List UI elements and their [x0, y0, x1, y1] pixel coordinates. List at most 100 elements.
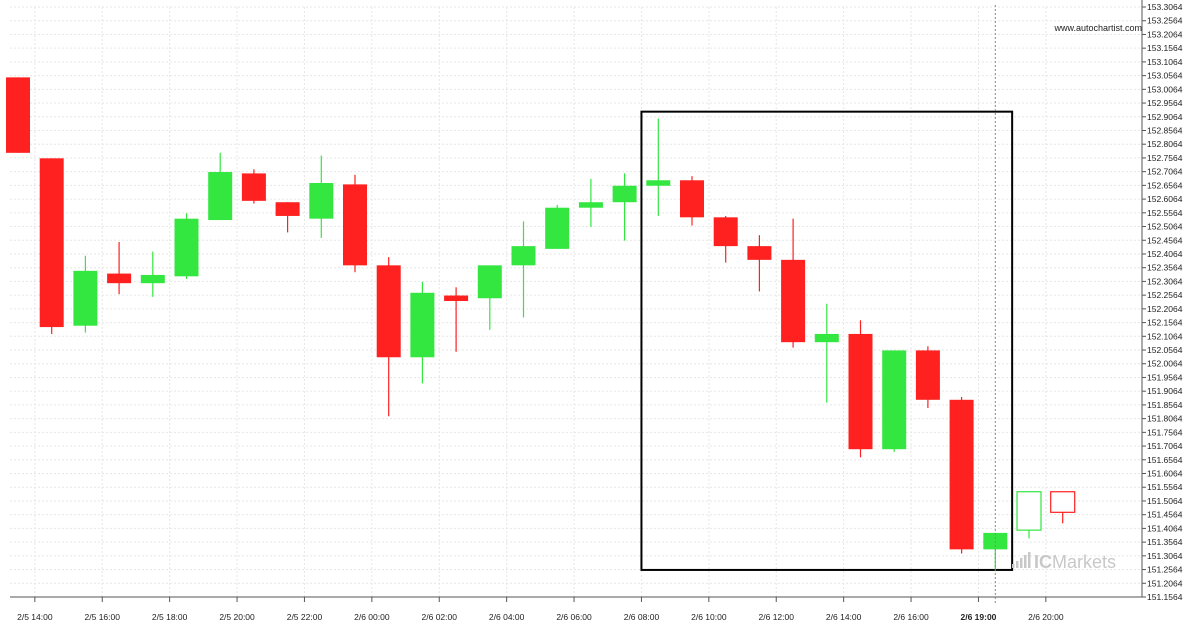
y-tick-label: 152.3064 [1147, 276, 1183, 286]
y-tick-label: 151.6064 [1147, 469, 1183, 479]
candle-body [680, 180, 704, 218]
bull-candle [73, 255, 98, 333]
y-tick-label: 152.9064 [1147, 112, 1183, 122]
x-tick-label: 2/6 08:00 [624, 612, 660, 622]
y-tick-label: 151.3564 [1147, 537, 1183, 547]
y-tick-label: 151.5564 [1147, 482, 1183, 492]
x-tick-label: 2/6 10:00 [691, 612, 727, 622]
bull-candle [545, 204, 570, 249]
y-tick-label: 151.5064 [1147, 496, 1183, 506]
x-tick-label: 2/6 20:00 [1028, 612, 1064, 622]
x-tick-label: 2/5 16:00 [85, 612, 121, 622]
pattern-box [640, 110, 1014, 571]
bear-candle [713, 215, 738, 263]
y-tick-label: 151.4564 [1147, 510, 1183, 520]
x-tick-label: 2/6 16:00 [893, 612, 929, 622]
y-tick-label: 151.8064 [1147, 414, 1183, 424]
candle-body [140, 274, 165, 284]
y-tick-label: 151.1564 [1147, 592, 1183, 602]
x-tick-label: 2/6 00:00 [354, 612, 390, 622]
y-tick-label: 151.2564 [1147, 565, 1183, 575]
candle-body [646, 180, 671, 186]
candle-body [882, 350, 907, 450]
bull-candle [511, 221, 536, 318]
candle-body [410, 292, 435, 358]
bull-candle [612, 173, 637, 241]
y-tick-label: 152.6564 [1147, 180, 1183, 190]
candle-body [174, 218, 199, 277]
y-tick-label: 152.1564 [1147, 318, 1183, 328]
y-tick-label: 152.5064 [1147, 222, 1183, 232]
x-tick-label: 2/6 12:00 [759, 612, 795, 622]
candle-body [376, 265, 401, 358]
y-tick-label: 152.8564 [1147, 125, 1183, 135]
y-tick-label: 152.4564 [1147, 235, 1183, 245]
bear-candle [781, 218, 806, 348]
bear-candle [1050, 491, 1076, 524]
x-tick-label: 2/5 18:00 [152, 612, 188, 622]
bear-candle [39, 158, 64, 334]
candle-body [848, 333, 873, 450]
candle-body [781, 259, 806, 343]
bull-candle [174, 213, 199, 280]
x-tick-label: 2/6 04:00 [489, 612, 525, 622]
bear-candle [275, 202, 300, 233]
x-tick-label: 2/5 14:00 [17, 612, 53, 622]
candle-body [477, 265, 502, 299]
y-tick-label: 151.6564 [1147, 455, 1183, 465]
bull-candle [1016, 491, 1042, 539]
candles [6, 77, 1076, 572]
candle-body [208, 172, 233, 221]
watermark-logo: ICMarkets [1012, 552, 1116, 572]
y-tick-label: 152.2064 [1147, 304, 1183, 314]
y-tick-label: 151.9564 [1147, 372, 1183, 382]
candle-body [107, 273, 132, 284]
y-tick-label: 152.0564 [1147, 345, 1183, 355]
candle-body [747, 246, 772, 260]
x-tick-label: 2/6 14:00 [826, 612, 862, 622]
y-tick-label: 152.2564 [1147, 290, 1183, 300]
y-tick-label: 152.4064 [1147, 249, 1183, 259]
bear-candle [680, 176, 704, 226]
bull-candle [208, 152, 233, 221]
candle-body [309, 183, 334, 219]
y-tick-label: 151.3064 [1147, 551, 1183, 561]
y-tick-label: 152.0064 [1147, 359, 1183, 369]
pattern-rectangle [640, 110, 1014, 571]
x-axis: 2/5 14:00 2/5 16:00 2/5 18:00 2/5 20:00 2/5 … [17, 597, 1064, 622]
candle-body [545, 207, 570, 249]
x-tick-label: 2/5 22:00 [287, 612, 323, 622]
y-tick-label: 151.8564 [1147, 400, 1183, 410]
y-tick-label: 153.3064 [1147, 2, 1183, 12]
bull-candle [309, 155, 334, 238]
plot-frame [10, 0, 1143, 598]
candle-body [578, 202, 603, 208]
candle-body [949, 399, 974, 550]
x-tick-label: 2/5 20:00 [219, 612, 255, 622]
candle-body [814, 333, 839, 343]
y-tick-label: 152.6064 [1147, 194, 1183, 204]
y-tick-label: 152.3564 [1147, 263, 1183, 273]
bull-candle [140, 251, 165, 297]
candle-body [713, 217, 738, 247]
x-tick-label: 2/6 19:00 [960, 612, 996, 622]
y-tick-label: 151.9064 [1147, 386, 1183, 396]
candle-body [241, 173, 266, 201]
bull-candle [646, 118, 671, 216]
y-tick-label: 151.2064 [1147, 578, 1183, 588]
bear-candle [6, 77, 30, 153]
bull-candle [578, 178, 603, 227]
bear-candle [343, 174, 367, 273]
y-tick-label: 153.2564 [1147, 16, 1183, 26]
candle-body [612, 185, 637, 203]
bear-candle [376, 257, 401, 417]
bull-candle [814, 303, 839, 403]
bear-candle [848, 320, 873, 458]
y-tick-label: 152.9564 [1147, 98, 1183, 108]
y-tick-label: 153.0064 [1147, 84, 1183, 94]
x-tick-label: 2/6 02:00 [422, 612, 458, 622]
bear-candle [107, 242, 132, 295]
candle-body [915, 350, 940, 400]
y-tick-label: 153.1064 [1147, 57, 1183, 67]
